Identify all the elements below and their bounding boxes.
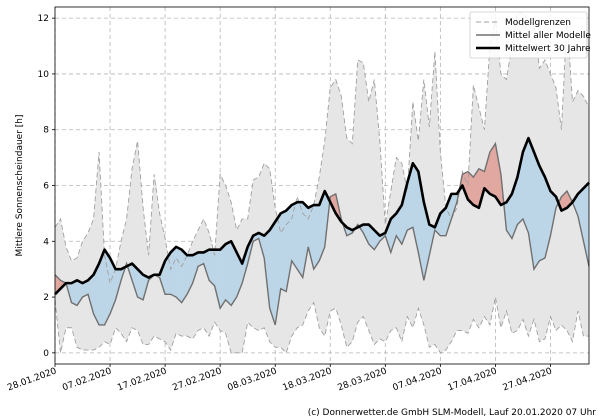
x-tick-label: 27.04.2020 — [502, 366, 554, 393]
x-tick-label: 28.01.2020 — [6, 366, 58, 393]
series-line-mittelwert-30-jahre — [54, 136, 590, 296]
mean-difference-area — [225, 240, 232, 306]
series-line-mittel-aller-modelle — [54, 141, 590, 326]
mean-difference-area — [104, 248, 111, 326]
legend-label-mittel-aller-modelle: Mittel aller Modelle — [505, 31, 591, 41]
legend-label-mittelwert-30-jahre: Mittelwert 30 Jahre — [505, 44, 591, 54]
series-lines — [54, 12, 590, 354]
y-axis-label: Mittlere Sonnenscheindauer [h] — [15, 115, 25, 257]
y-tick-label: 8 — [43, 126, 49, 136]
mean-difference-area — [175, 246, 182, 304]
mean-difference-area — [297, 202, 303, 279]
legend-box — [469, 11, 588, 59]
x-tick-label: 28.03.2020 — [336, 366, 388, 393]
mean-difference-area — [539, 165, 546, 262]
y-tick-labels: 0 2 4 6 8 10 12 — [38, 14, 55, 359]
mean-difference-area — [291, 201, 298, 270]
y-tick-label: 0 — [43, 349, 49, 359]
fill-areas — [54, 12, 590, 353]
x-tick-labels: 28.01.2020 07.02.2020 17.02.2020 27.02.2020… — [6, 364, 554, 393]
y-tick-label: 6 — [43, 182, 49, 192]
legend-label-modellgrenzen: Modellgrenzen — [505, 18, 571, 28]
series-line-model-lower — [54, 296, 589, 354]
x-tick-label: 17.02.2020 — [116, 366, 168, 393]
x-tick-label: 07.04.2020 — [392, 366, 444, 393]
y-tick-label: 2 — [43, 293, 49, 303]
x-tick-label: 17.04.2020 — [447, 366, 499, 393]
mean-difference-area — [533, 151, 540, 270]
mean-difference-area — [313, 204, 320, 270]
series-line-model-upper — [54, 12, 590, 285]
mean-difference-area — [219, 243, 226, 309]
x-tick-label: 08.03.2020 — [226, 366, 278, 393]
y-tick-label: 10 — [38, 70, 50, 80]
y-tick-label: 12 — [38, 14, 49, 24]
x-tick-label: 27.02.2020 — [171, 366, 223, 393]
copyright-text: (c) Donnerwetter.de GmbH SLM-Modell, Lau… — [308, 408, 597, 418]
mean-difference-area — [170, 246, 177, 298]
x-tick-label: 07.02.2020 — [61, 366, 113, 393]
legend: Modellgrenzen Mittel aller Modelle Mitte… — [469, 11, 591, 59]
mean-difference-area — [280, 210, 287, 292]
y-tick-label: 4 — [43, 237, 49, 247]
x-tick-label: 18.03.2020 — [281, 366, 333, 393]
